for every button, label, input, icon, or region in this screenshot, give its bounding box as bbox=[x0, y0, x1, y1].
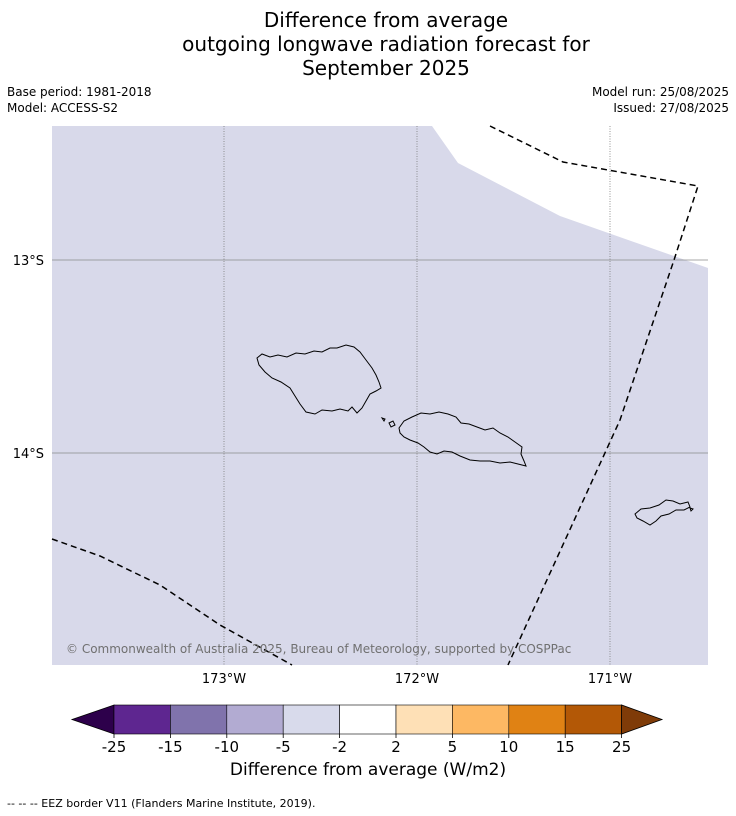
colorbar-swatch bbox=[226, 704, 284, 735]
forecast-fill bbox=[52, 126, 708, 665]
colorbar-swatch bbox=[282, 704, 340, 735]
map-panel bbox=[51, 125, 708, 666]
colorbar-swatch bbox=[564, 704, 622, 735]
base-period: Base period: 1981-2018 bbox=[7, 85, 152, 99]
lon-label-172w: 172°W bbox=[395, 672, 439, 687]
meta-left: Base period: 1981-2018 Model: ACCESS-S2 bbox=[7, 84, 152, 116]
island-tutuila bbox=[634, 499, 691, 526]
eez-border-southwest bbox=[51, 538, 293, 666]
model-name: Model: ACCESS-S2 bbox=[7, 101, 119, 115]
island-apolima bbox=[380, 417, 386, 422]
map-title: Difference from average outgoing longwav… bbox=[0, 8, 736, 80]
meta-right: Model run: 25/08/2025 Issued: 27/08/2025 bbox=[592, 84, 729, 116]
colorbar-swatch bbox=[339, 704, 397, 735]
colorbar-tick-label: -15 bbox=[158, 738, 183, 756]
island-aunuu bbox=[689, 507, 694, 512]
colorbar-swatch bbox=[170, 704, 228, 735]
eez-border-northeast bbox=[489, 125, 699, 666]
colorbar-tick-label: -5 bbox=[276, 738, 291, 756]
colorbar-label: Difference from average (W/m2) bbox=[229, 760, 507, 780]
title-line-2: outgoing longwave radiation forecast for bbox=[182, 32, 590, 56]
colorbar-extend-high bbox=[621, 704, 664, 735]
issued-date: Issued: 27/08/2025 bbox=[613, 101, 729, 115]
model-run: Model run: 25/08/2025 bbox=[591, 85, 729, 99]
colorbar-tick-label: 2 bbox=[391, 738, 401, 756]
colorbar-tick-label: 5 bbox=[448, 738, 458, 756]
copyright-notice: © Commonwealth of Australia 2025, Bureau… bbox=[66, 642, 571, 656]
colorbar: -25 -15 -10 -5 -2 2 5 10 15 25 bbox=[70, 704, 664, 756]
title-line-1: Difference from average bbox=[263, 8, 509, 32]
lon-label-173w: 173°W bbox=[202, 672, 246, 687]
island-manono bbox=[388, 420, 396, 428]
island-upolu bbox=[398, 411, 527, 467]
colorbar-swatch bbox=[508, 704, 566, 735]
colorbar-swatch bbox=[113, 704, 171, 735]
island-savaii bbox=[256, 344, 382, 415]
eez-legend-note: -- -- -- EEZ border V11 (Flanders Marine… bbox=[7, 797, 316, 810]
colorbar-tick-label: -25 bbox=[102, 738, 127, 756]
colorbar-tick-label: -10 bbox=[215, 738, 240, 756]
colorbar-extend-low bbox=[70, 704, 115, 735]
colorbar-swatch bbox=[395, 704, 453, 735]
colorbar-tick-label: 25 bbox=[612, 738, 631, 756]
colorbar-tick-label: -2 bbox=[332, 738, 347, 756]
colorbar-tick-label: 10 bbox=[499, 738, 518, 756]
colorbar-tick-label: 15 bbox=[556, 738, 575, 756]
lat-label-13s: 13°S bbox=[13, 254, 44, 269]
colorbar-swatch bbox=[452, 704, 510, 735]
title-line-3: September 2025 bbox=[302, 56, 470, 80]
lon-label-171w: 171°W bbox=[588, 672, 632, 687]
lat-label-14s: 14°S bbox=[13, 447, 44, 462]
